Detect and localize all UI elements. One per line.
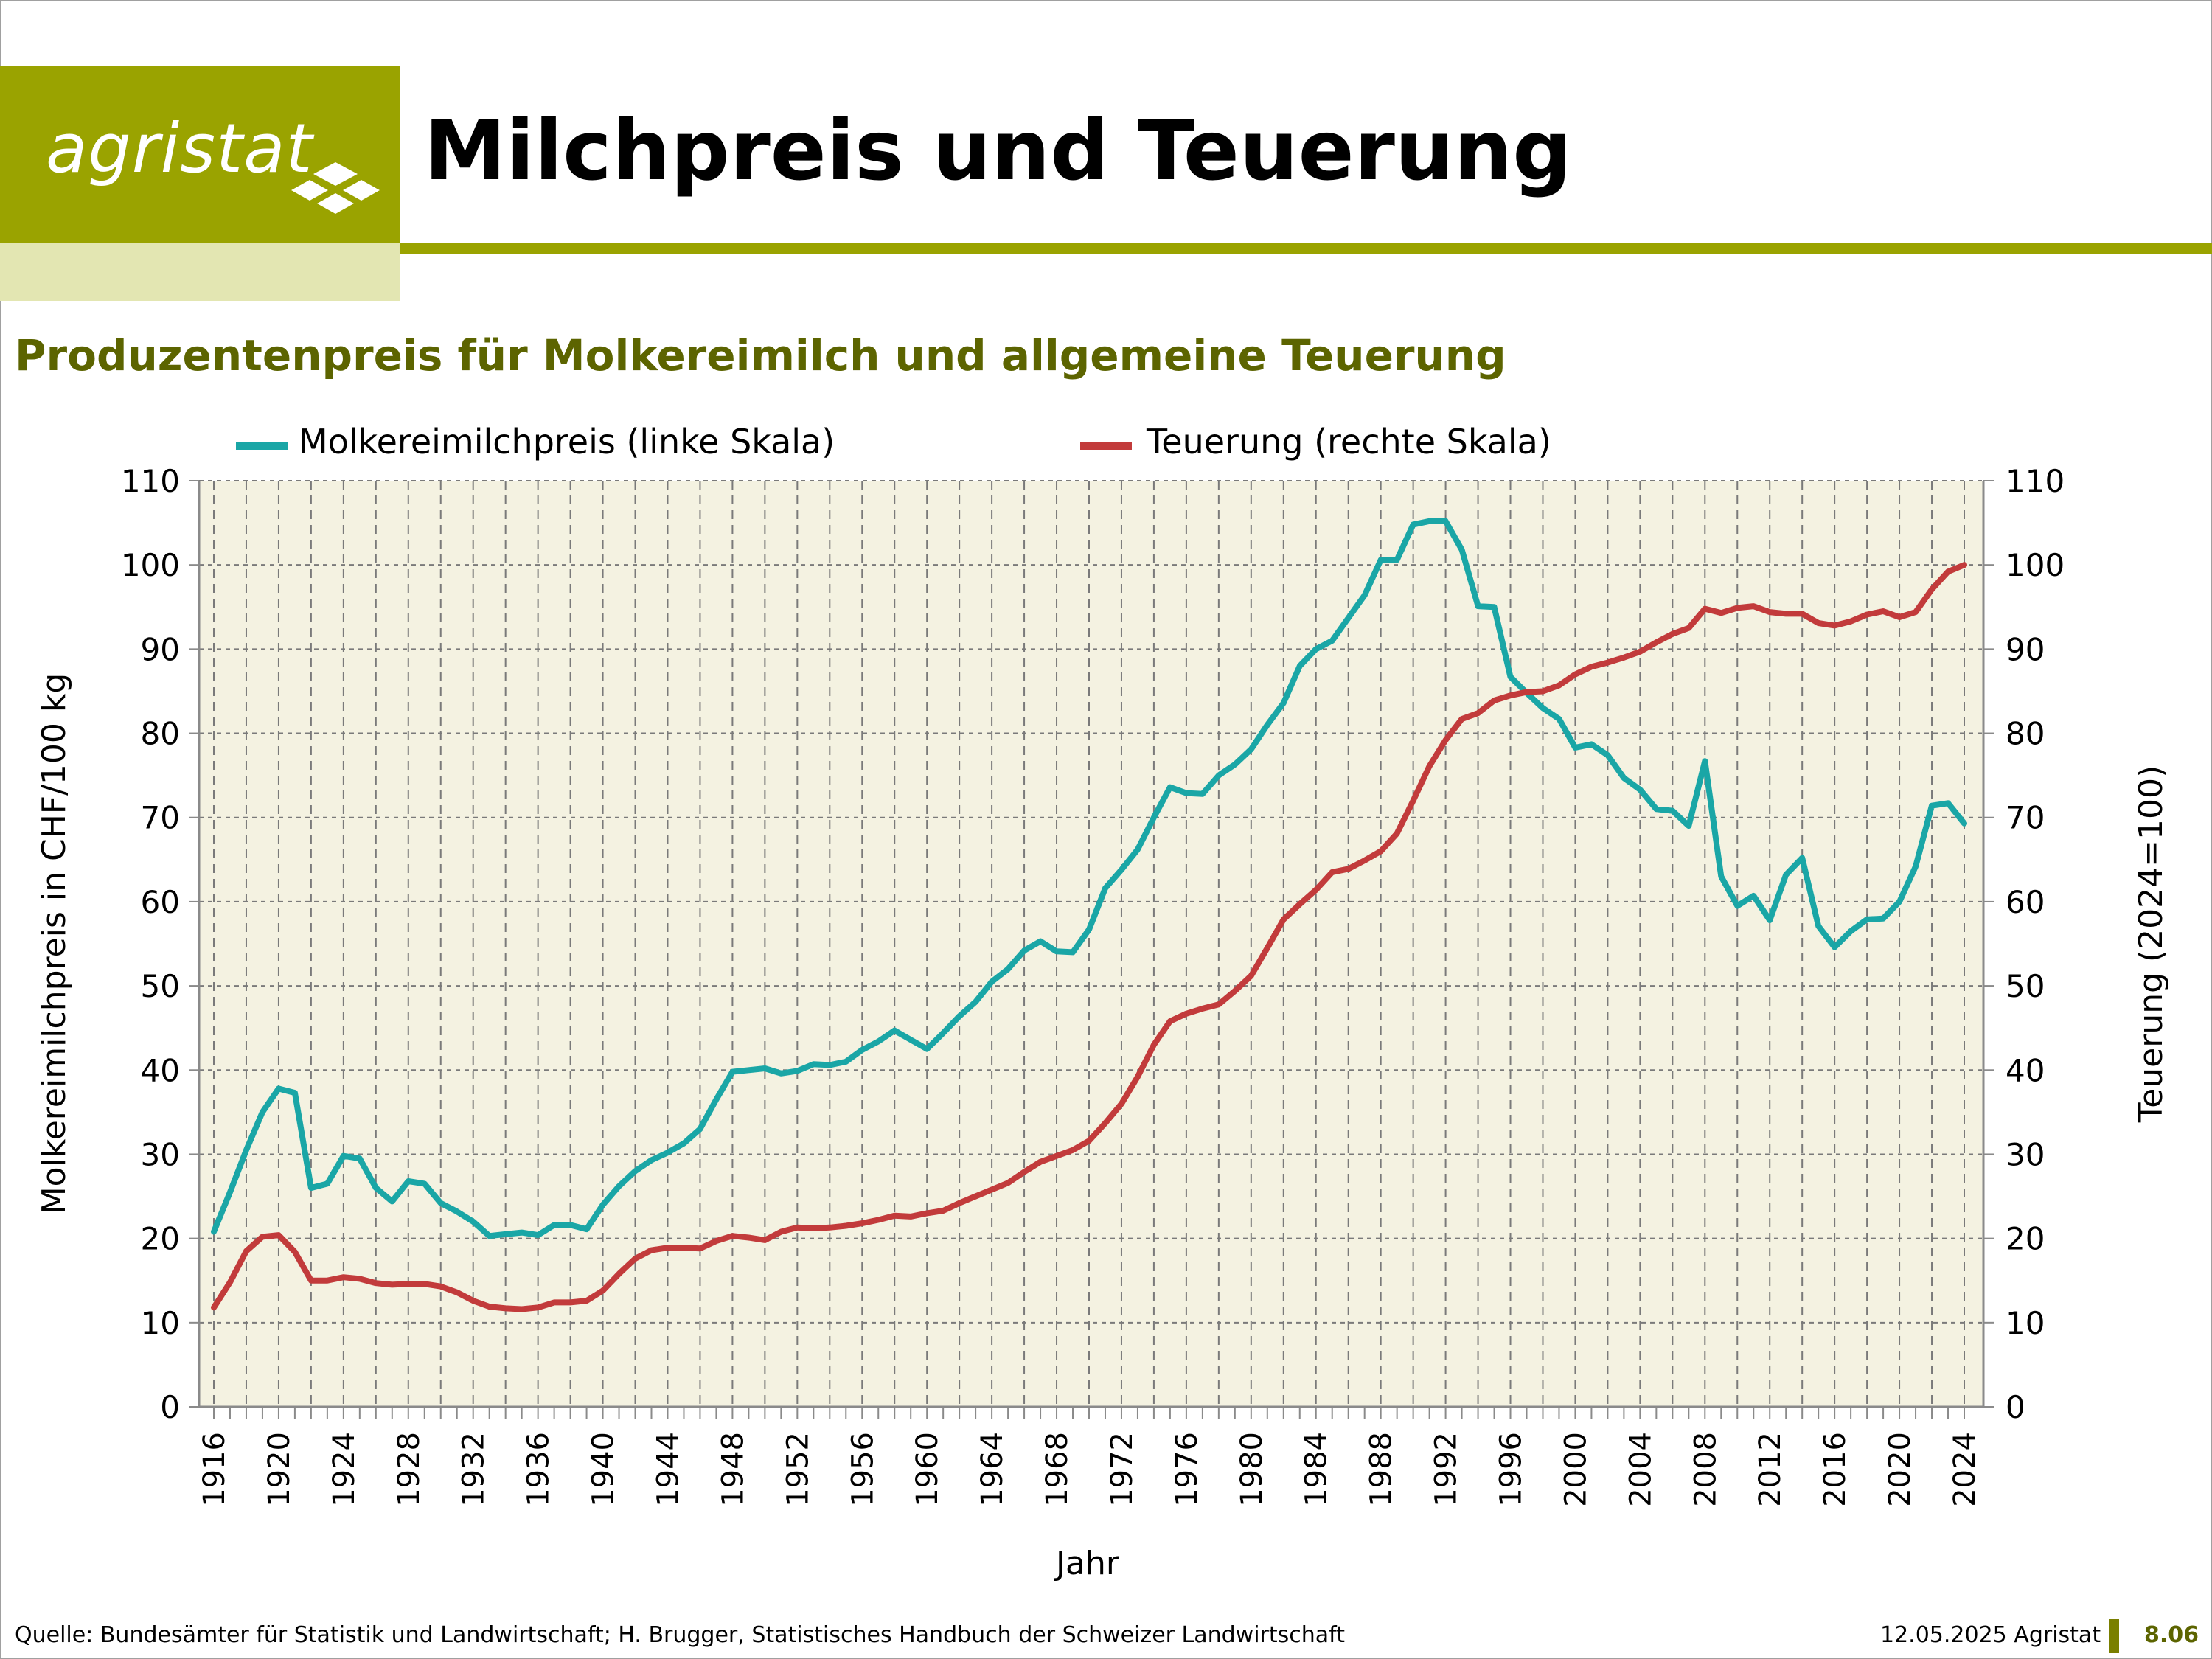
agristat-logo: agristat bbox=[46, 109, 313, 188]
x-tick-label: 2000 bbox=[1559, 1432, 1593, 1507]
x-tick-label: 2008 bbox=[1688, 1432, 1722, 1507]
y-tick-label-left: 110 bbox=[121, 463, 180, 499]
x-tick-label: 1976 bbox=[1170, 1432, 1204, 1507]
x-tick-label: 2024 bbox=[1948, 1432, 1982, 1507]
y-tick-label-right: 70 bbox=[2006, 800, 2045, 836]
y-tick-label-left: 90 bbox=[141, 631, 180, 667]
x-tick-label: 1996 bbox=[1495, 1432, 1528, 1507]
y-tick-label-left: 70 bbox=[141, 800, 180, 836]
series-line-inflation bbox=[211, 562, 1967, 1312]
x-tick-label: 1960 bbox=[911, 1432, 945, 1507]
y-axis-title-left: Molkereimilchpreis in CHF/100 kg bbox=[35, 673, 73, 1215]
page-title: Milchpreis und Teuerung bbox=[424, 103, 1572, 199]
x-tick-label: 1964 bbox=[975, 1432, 1009, 1507]
series-line-milk-price bbox=[211, 518, 1967, 1239]
x-axis-title: Jahr bbox=[1054, 1545, 1120, 1582]
x-tick-label: 1932 bbox=[457, 1432, 491, 1507]
x-tick-label: 1924 bbox=[327, 1432, 361, 1507]
logo-underlay bbox=[0, 243, 400, 301]
y-tick-label-left: 40 bbox=[141, 1052, 180, 1088]
x-tick-label: 1968 bbox=[1040, 1432, 1074, 1507]
y-tick-label-left: 100 bbox=[121, 547, 180, 583]
y-tick-label-right: 0 bbox=[2006, 1389, 2025, 1425]
y-tick-label-right: 100 bbox=[2006, 547, 2065, 583]
x-tick-label: 1948 bbox=[716, 1432, 750, 1507]
x-tick-label: 1992 bbox=[1430, 1432, 1464, 1507]
x-tick-label: 1944 bbox=[651, 1432, 685, 1507]
y-tick-label-left: 60 bbox=[141, 884, 180, 920]
legend-swatch-inflation bbox=[1080, 442, 1132, 450]
y-tick-label-right: 10 bbox=[2006, 1305, 2045, 1341]
x-tick-label: 1956 bbox=[846, 1432, 880, 1507]
x-tick-label: 1952 bbox=[781, 1432, 815, 1507]
x-tick-label: 1988 bbox=[1365, 1432, 1399, 1507]
y-tick-label-right: 90 bbox=[2006, 631, 2045, 667]
y-axis-title-right: Teuerung (2024=100) bbox=[2132, 765, 2170, 1123]
x-tick-label: 1972 bbox=[1105, 1432, 1139, 1507]
x-tick-label: 2016 bbox=[1818, 1432, 1852, 1507]
y-tick-label-right: 60 bbox=[2006, 884, 2045, 920]
y-tick-label-left: 30 bbox=[141, 1136, 180, 1172]
logo-diamonds-icon bbox=[291, 162, 380, 214]
y-tick-label-left: 0 bbox=[160, 1389, 180, 1425]
x-tick-label: 1940 bbox=[587, 1432, 621, 1507]
plot-area bbox=[199, 481, 1983, 1407]
legend-swatch-milk bbox=[236, 442, 288, 450]
x-tick-label: 1984 bbox=[1300, 1432, 1334, 1507]
x-tick-label: 1920 bbox=[262, 1432, 296, 1507]
x-tick-label: 2004 bbox=[1624, 1432, 1658, 1507]
y-tick-label-left: 50 bbox=[141, 968, 180, 1004]
source-note: Quelle: Bundesämter für Statistik und La… bbox=[15, 1622, 1345, 1648]
x-tick-label: 1928 bbox=[392, 1432, 426, 1507]
logo-block bbox=[0, 66, 400, 243]
y-tick-label-right: 110 bbox=[2006, 463, 2065, 499]
y-tick-label-left: 10 bbox=[141, 1305, 180, 1341]
footer-date: 12.05.2025 Agristat bbox=[1880, 1622, 2101, 1648]
y-tick-label-right: 80 bbox=[2006, 716, 2045, 752]
y-tick-label-left: 20 bbox=[141, 1221, 180, 1257]
footer-divider bbox=[2109, 1619, 2119, 1653]
legend-label-milk: Molkereimilchpreis (linke Skala) bbox=[299, 422, 835, 462]
x-tick-label: 1936 bbox=[522, 1432, 556, 1507]
x-tick-label: 2020 bbox=[1883, 1432, 1917, 1507]
y-tick-label-right: 30 bbox=[2006, 1136, 2045, 1172]
y-tick-label-left: 80 bbox=[141, 716, 180, 752]
y-tick-label-right: 20 bbox=[2006, 1221, 2045, 1257]
header-rule bbox=[400, 243, 2212, 254]
y-tick-label-right: 50 bbox=[2006, 968, 2045, 1004]
legend-label-inflation: Teuerung (rechte Skala) bbox=[1147, 422, 1551, 462]
y-tick-label-right: 40 bbox=[2006, 1052, 2045, 1088]
x-tick-label: 1916 bbox=[198, 1432, 232, 1507]
x-tick-label: 1980 bbox=[1235, 1432, 1269, 1507]
x-tick-label: 2012 bbox=[1753, 1432, 1787, 1507]
slide-number: 8.06 bbox=[2144, 1622, 2199, 1648]
chart-subtitle: Produzentenpreis für Molkereimilch und a… bbox=[15, 330, 1506, 380]
